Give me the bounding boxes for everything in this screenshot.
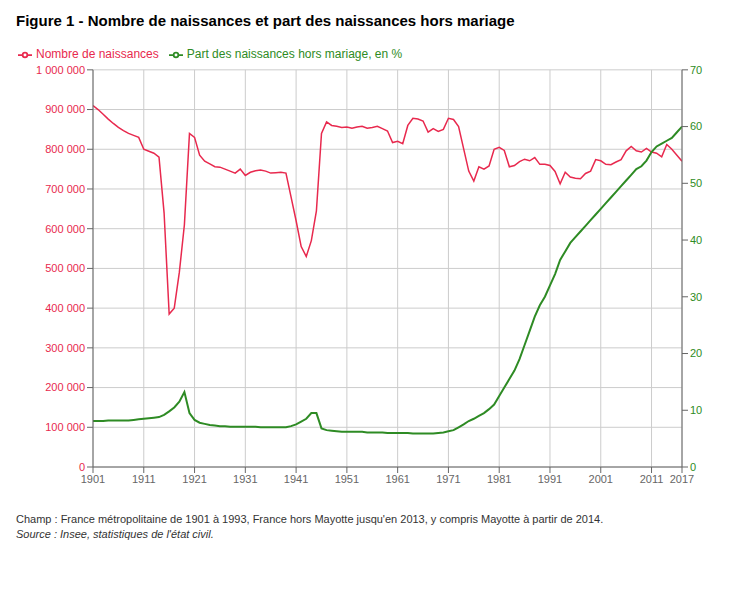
svg-text:1991: 1991 (538, 473, 562, 485)
svg-text:1951: 1951 (335, 473, 359, 485)
svg-text:40: 40 (690, 234, 702, 246)
svg-text:600 000: 600 000 (45, 223, 85, 235)
svg-text:2017: 2017 (670, 473, 694, 485)
svg-text:70: 70 (690, 64, 702, 76)
svg-text:10: 10 (690, 404, 702, 416)
html-text:Champ : France métropolitaine: Champ : France métropolitaine de 1901 à … (16, 513, 604, 525)
svg-text:900 000: 900 000 (45, 103, 85, 115)
svg-text:1921: 1921 (182, 473, 206, 485)
svg-text:60: 60 (690, 120, 702, 132)
svg-text:1 000 000: 1 000 000 (36, 64, 85, 76)
html-text:Figure 1 - Nombre de naissance: Figure 1 - Nombre de naissances et part … (16, 12, 515, 29)
html-text:Part des naissances hors maria: Part des naissances hors mariage, en % (186, 47, 403, 61)
html-text:Nombre de naissances: Nombre de naissances (36, 47, 159, 61)
svg-text:2001: 2001 (589, 473, 613, 485)
svg-text:200 000: 200 000 (45, 381, 85, 393)
svg-text:1901: 1901 (81, 473, 105, 485)
svg-text:50: 50 (690, 177, 702, 189)
svg-text:500 000: 500 000 (45, 262, 85, 274)
svg-text:20: 20 (690, 347, 702, 359)
svg-text:0: 0 (690, 461, 696, 473)
svg-text:1941: 1941 (284, 473, 308, 485)
svg-text:30: 30 (690, 291, 702, 303)
svg-text:1971: 1971 (436, 473, 460, 485)
svg-text:800 000: 800 000 (45, 143, 85, 155)
svg-text:1981: 1981 (487, 473, 511, 485)
svg-text:1911: 1911 (132, 473, 156, 485)
svg-text:1961: 1961 (385, 473, 409, 485)
svg-text:400 000: 400 000 (45, 302, 85, 314)
svg-text:0: 0 (79, 461, 85, 473)
svg-text:300 000: 300 000 (45, 342, 85, 354)
svg-text:700 000: 700 000 (45, 183, 85, 195)
html-text:Source : Insee, statistiques d: Source : Insee, statistiques de l'état c… (16, 528, 214, 540)
svg-text:2011: 2011 (640, 473, 664, 485)
svg-text:100 000: 100 000 (45, 421, 85, 433)
svg-text:1931: 1931 (233, 473, 257, 485)
